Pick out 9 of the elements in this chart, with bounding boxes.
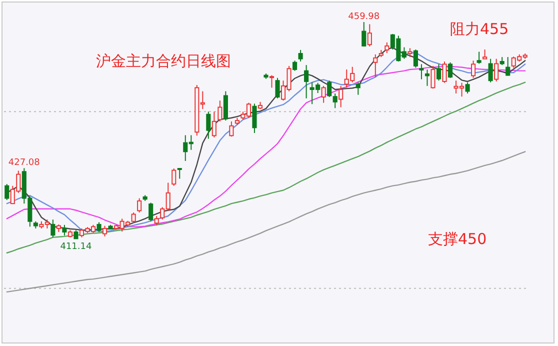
candlestick <box>252 103 257 134</box>
text: 411.14 <box>60 242 92 252</box>
text: 沪金主力合约日线图 <box>96 52 231 70</box>
candlestick <box>304 64 309 99</box>
candlestick <box>206 111 211 140</box>
annotation: 阻力455 <box>450 20 509 38</box>
text: 459.98 <box>348 12 380 22</box>
annotation: 支撑450 <box>428 230 487 248</box>
text: 427.08 <box>8 158 40 168</box>
